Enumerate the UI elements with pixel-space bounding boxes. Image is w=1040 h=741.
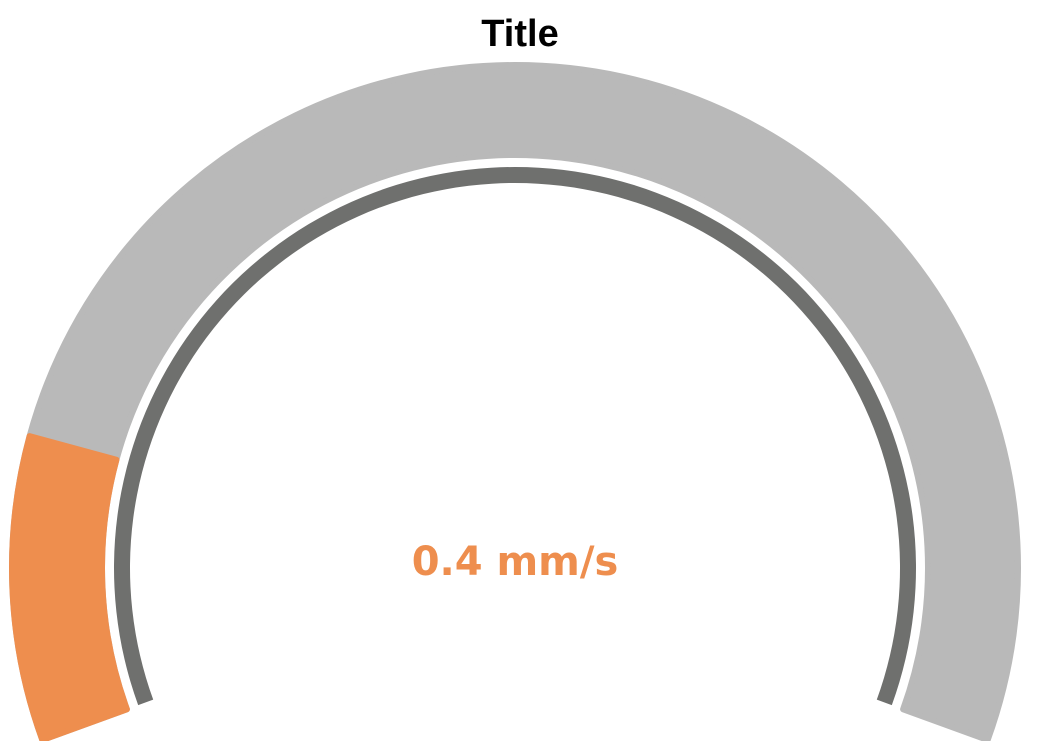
gauge-value-label: 0.4 mm/s bbox=[411, 539, 619, 585]
gauge-value-fill bbox=[9, 433, 130, 741]
chart-title: Title bbox=[481, 13, 559, 55]
gauge-track bbox=[9, 62, 1021, 741]
